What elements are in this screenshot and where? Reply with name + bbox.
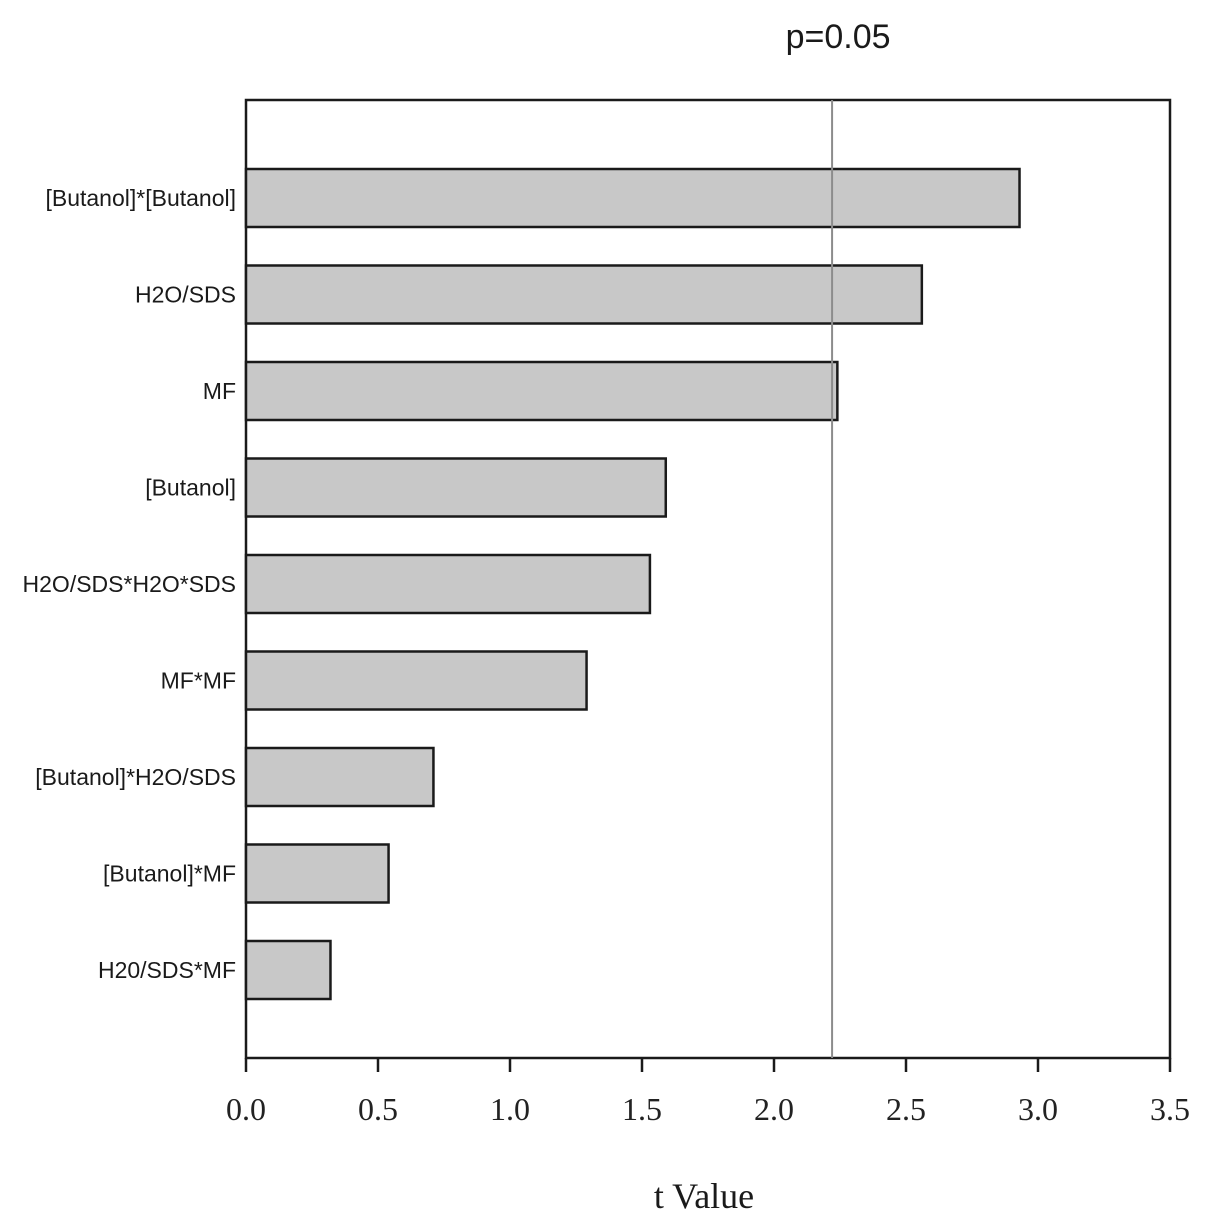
x-axis: 0.0 0.5 1.0 1.5 2.0 2.5 3.0 3.5: [226, 1058, 1190, 1127]
x-tick-label: 3.0: [1018, 1091, 1058, 1127]
category-label: [Butanol]: [145, 475, 236, 501]
bar: [244, 650, 588, 711]
bar: [244, 939, 332, 1001]
bars-group: [244, 167, 1021, 1001]
category-label: MF*MF: [161, 668, 236, 694]
x-tick-label: 3.5: [1150, 1091, 1190, 1127]
category-label: H2O/SDS: [135, 282, 236, 308]
x-tick-label: 2.5: [886, 1091, 926, 1127]
x-tick-label: 1.0: [490, 1091, 530, 1127]
bar: [244, 457, 668, 518]
p-value-reference-label: p=0.05: [786, 18, 891, 56]
category-label: [Butanol]*MF: [103, 861, 236, 887]
x-axis-title: t Value: [654, 1176, 754, 1216]
bar: [244, 264, 924, 325]
x-tick-label: 0.5: [358, 1091, 398, 1127]
x-tick-label: 2.0: [754, 1091, 794, 1127]
category-label: [Butanol]*H2O/SDS: [35, 764, 236, 790]
bar: [244, 360, 839, 422]
bar: [244, 553, 652, 615]
bar: [244, 746, 435, 808]
category-labels: [Butanol]*[Butanol] H2O/SDS MF [Butanol] H2O…: [23, 185, 236, 983]
category-label: MF: [203, 378, 236, 404]
x-tick-label: 1.5: [622, 1091, 662, 1127]
x-tick-label: 0.0: [226, 1091, 266, 1127]
bar: [244, 167, 1021, 229]
category-label: H20/SDS*MF: [98, 957, 236, 983]
bar: [244, 843, 390, 904]
category-label: H2O/SDS*H2O*SDS: [23, 571, 236, 597]
category-label: [Butanol]*[Butanol]: [45, 185, 236, 211]
